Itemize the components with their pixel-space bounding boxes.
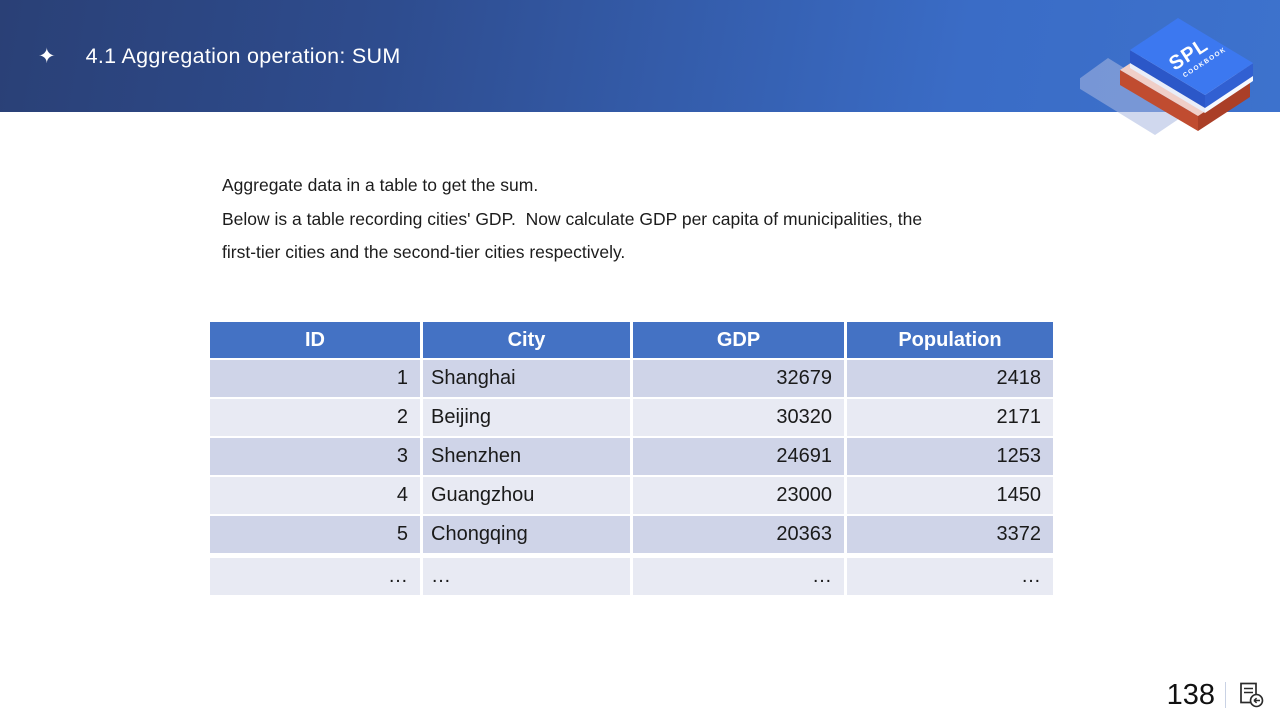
cell-gdp: 23000 bbox=[633, 477, 844, 514]
cell-city: Guangzhou bbox=[423, 477, 630, 514]
cell-id: 1 bbox=[210, 360, 420, 397]
cell-id: 4 bbox=[210, 477, 420, 514]
table-header-row: ID City GDP Population bbox=[210, 322, 1053, 358]
intro-line-2: Below is a table recording cities' GDP. … bbox=[222, 208, 923, 229]
table-row: 5 Chongqing 20363 3372 bbox=[210, 516, 1053, 553]
intro-line-1: Aggregate data in a table to get the sum… bbox=[222, 175, 539, 195]
table-row: 4 Guangzhou 23000 1450 bbox=[210, 477, 1053, 514]
page-number: 138 bbox=[1166, 678, 1215, 711]
cell-gdp: 32679 bbox=[633, 360, 844, 397]
blue-book-left-side bbox=[1130, 50, 1205, 108]
document-return-icon bbox=[1240, 682, 1264, 708]
cell-city: Shenzhen bbox=[423, 438, 630, 475]
cell-population: 1450 bbox=[847, 477, 1053, 514]
cell-id: 3 bbox=[210, 438, 420, 475]
spl-cookbook-logo: SPL COOKBOOK bbox=[1080, 0, 1280, 140]
cell-gdp: … bbox=[633, 558, 844, 595]
column-header-city: City bbox=[423, 322, 630, 358]
star-bullet-icon: ✦ bbox=[38, 44, 56, 68]
cell-city: Beijing bbox=[423, 399, 630, 436]
cell-city: … bbox=[423, 558, 630, 595]
blue-book-cover bbox=[1130, 18, 1253, 95]
footer-divider bbox=[1225, 682, 1226, 708]
cell-gdp: 20363 bbox=[633, 516, 844, 553]
red-book-left-side bbox=[1120, 70, 1198, 131]
intro-line-3: first-tier cities and the second-tier ci… bbox=[222, 242, 626, 262]
table-row: 2 Beijing 30320 2171 bbox=[210, 399, 1053, 436]
column-header-population: Population bbox=[847, 322, 1053, 358]
cell-id: 5 bbox=[210, 516, 420, 553]
page-title: 4.1 Aggregation operation: SUM bbox=[85, 43, 401, 68]
cell-population: 2418 bbox=[847, 360, 1053, 397]
blue-book-right-side bbox=[1205, 63, 1253, 108]
cell-population: 1253 bbox=[847, 438, 1053, 475]
cell-id: 2 bbox=[210, 399, 420, 436]
cell-population: 2171 bbox=[847, 399, 1053, 436]
column-header-id: ID bbox=[210, 322, 420, 358]
logo-shadow bbox=[1080, 58, 1192, 135]
table-row: 3 Shenzhen 24691 1253 bbox=[210, 438, 1053, 475]
table-body: 1 Shanghai 32679 2418 2 Beijing 30320 21… bbox=[210, 360, 1053, 595]
cell-id: … bbox=[210, 558, 420, 595]
table-row: 1 Shanghai 32679 2418 bbox=[210, 360, 1053, 397]
cell-city: Chongqing bbox=[423, 516, 630, 553]
cell-gdp: 24691 bbox=[633, 438, 844, 475]
cell-population: … bbox=[847, 558, 1053, 595]
return-to-contents-icon[interactable] bbox=[1236, 680, 1266, 710]
intro-paragraph: Aggregate data in a table to get the sum… bbox=[222, 169, 922, 270]
book-stack-icon: SPL COOKBOOK bbox=[1080, 18, 1253, 135]
cell-city: Shanghai bbox=[423, 360, 630, 397]
table-row-ellipsis: … … … … bbox=[210, 558, 1053, 595]
footer: 138 bbox=[1167, 680, 1266, 710]
column-header-gdp: GDP bbox=[633, 322, 844, 358]
gdp-table: ID City GDP Population 1 Shanghai 32679 … bbox=[210, 322, 1053, 595]
cell-gdp: 30320 bbox=[633, 399, 844, 436]
cell-population: 3372 bbox=[847, 516, 1053, 553]
red-book-right-side bbox=[1198, 82, 1250, 131]
slide-header: ✦ 4.1 Aggregation operation: SUM bbox=[0, 0, 1280, 112]
